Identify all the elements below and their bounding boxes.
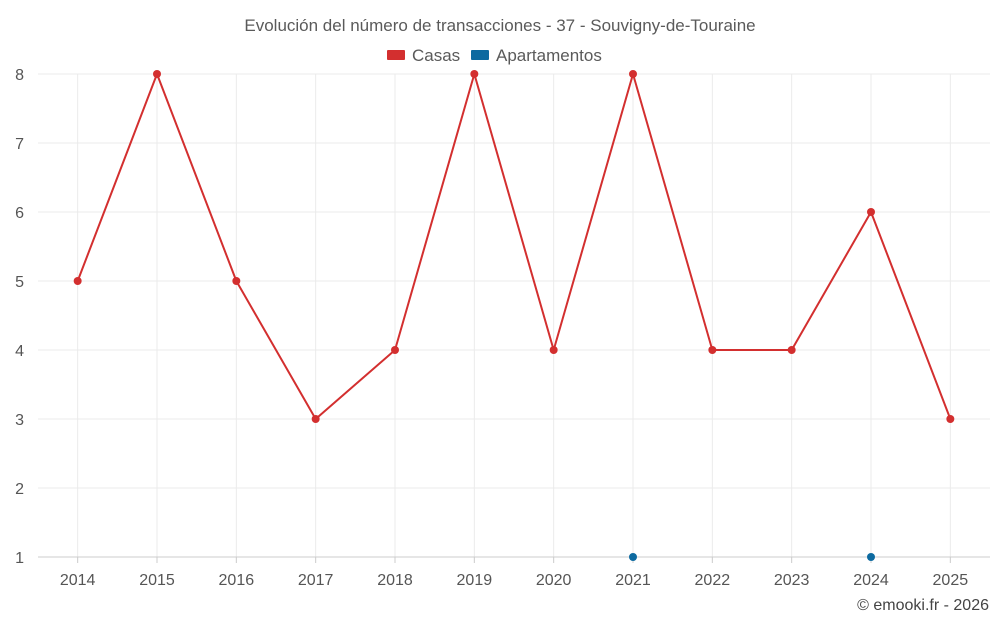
chart-title: Evolución del número de transacciones - … bbox=[244, 16, 755, 35]
x-tick-label: 2025 bbox=[933, 572, 969, 589]
series-casas bbox=[73, 70, 955, 423]
legend-swatch-casas bbox=[387, 50, 405, 60]
series-apartamentos bbox=[629, 553, 875, 561]
legend: Casas Apartamentos bbox=[387, 46, 602, 65]
y-tick-label: 3 bbox=[15, 412, 24, 429]
data-point-casas[interactable] bbox=[629, 70, 637, 78]
legend-label-apartamentos: Apartamentos bbox=[496, 46, 602, 65]
x-tick-label: 2016 bbox=[219, 572, 255, 589]
x-tick-label: 2021 bbox=[615, 572, 651, 589]
x-tick-label: 2023 bbox=[774, 572, 810, 589]
data-point-casas[interactable] bbox=[787, 346, 796, 354]
data-point-casas[interactable] bbox=[153, 70, 161, 78]
x-tick-label: 2015 bbox=[139, 572, 175, 589]
legend-item-casas[interactable]: Casas bbox=[387, 46, 460, 65]
data-point-apartamentos[interactable] bbox=[629, 553, 637, 561]
y-tick-label: 7 bbox=[15, 136, 24, 153]
series-line-casas bbox=[76, 73, 952, 420]
y-tick-label: 2 bbox=[15, 481, 24, 498]
y-tick-label: 8 bbox=[15, 67, 24, 84]
series bbox=[73, 70, 955, 561]
y-tick-label: 4 bbox=[15, 343, 24, 360]
y-tick-label: 6 bbox=[15, 205, 24, 222]
x-tick-label: 2017 bbox=[298, 572, 334, 589]
data-point-casas[interactable] bbox=[708, 346, 717, 354]
data-point-casas[interactable] bbox=[73, 277, 82, 285]
data-point-casas[interactable] bbox=[549, 346, 558, 354]
x-tick-label: 2022 bbox=[695, 572, 731, 589]
legend-label-casas: Casas bbox=[412, 46, 460, 65]
credit-text: © emooki.fr - 2026 bbox=[857, 597, 989, 614]
data-point-casas[interactable] bbox=[470, 70, 479, 78]
x-tick-label: 2024 bbox=[853, 572, 889, 589]
x-tick-label: 2014 bbox=[60, 572, 96, 589]
data-point-casas[interactable] bbox=[391, 346, 399, 354]
legend-swatch-apartamentos bbox=[471, 50, 489, 60]
data-point-casas[interactable] bbox=[232, 277, 241, 285]
x-tick-label: 2019 bbox=[457, 572, 493, 589]
legend-item-apartamentos[interactable]: Apartamentos bbox=[471, 46, 602, 65]
data-point-casas[interactable] bbox=[946, 415, 955, 423]
data-point-casas[interactable] bbox=[867, 208, 875, 216]
axes: 1 2 3 4 5 6 7 8 2014 2015 2016 2017 2018 2019 2020 2021… bbox=[15, 67, 990, 589]
data-point-apartamentos[interactable] bbox=[867, 553, 875, 561]
x-tick-label: 2018 bbox=[377, 572, 413, 589]
y-tick-label: 1 bbox=[15, 550, 24, 567]
data-point-casas[interactable] bbox=[311, 415, 320, 423]
y-tick-label: 5 bbox=[15, 274, 24, 291]
x-tick-label: 2020 bbox=[536, 572, 572, 589]
grid bbox=[38, 73, 990, 557]
